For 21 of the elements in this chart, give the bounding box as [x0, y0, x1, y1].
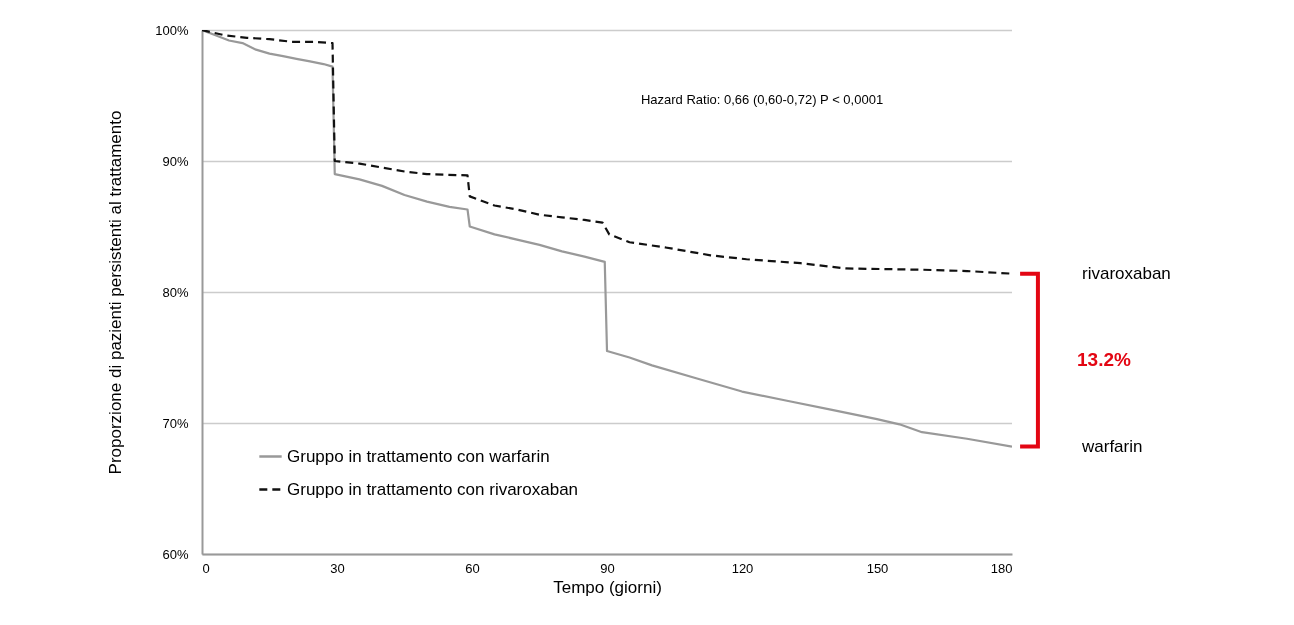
y-tick-label: 90%: [162, 153, 189, 169]
x-tick-label: 150: [866, 560, 889, 576]
legend-label: Gruppo in trattamento con warfarin: [287, 446, 550, 466]
line-series: [202, 30, 1012, 275]
y-tick-label: 100%: [155, 22, 189, 38]
text: 13.2%: [1077, 349, 1131, 371]
text: warfarin: [1081, 436, 1143, 456]
x-tick-label: 180: [990, 560, 1013, 576]
y-tick-label: 70%: [162, 415, 189, 431]
x-tick-label: 30: [330, 560, 345, 576]
y-tick-label: 60%: [162, 546, 189, 562]
x-tick-label: 60: [465, 560, 480, 576]
y-axis-title: Proporzione di pazienti persistenti al trattamento: [106, 110, 126, 475]
legend-label: Gruppo in trattamento con rivaroxaban: [287, 479, 579, 499]
x-tick-label: 90: [600, 560, 615, 576]
x-axis-title: Tempo (giorni): [553, 577, 662, 597]
y-tick-label: 80%: [162, 284, 189, 300]
x-tick-label: 120: [731, 560, 754, 576]
text: rivaroxaban: [1082, 263, 1171, 283]
x-tick-label: 0: [202, 560, 210, 576]
annotation: Hazard Ratio: 0,66 (0,60-0,72) P < 0,0001: [640, 92, 884, 107]
